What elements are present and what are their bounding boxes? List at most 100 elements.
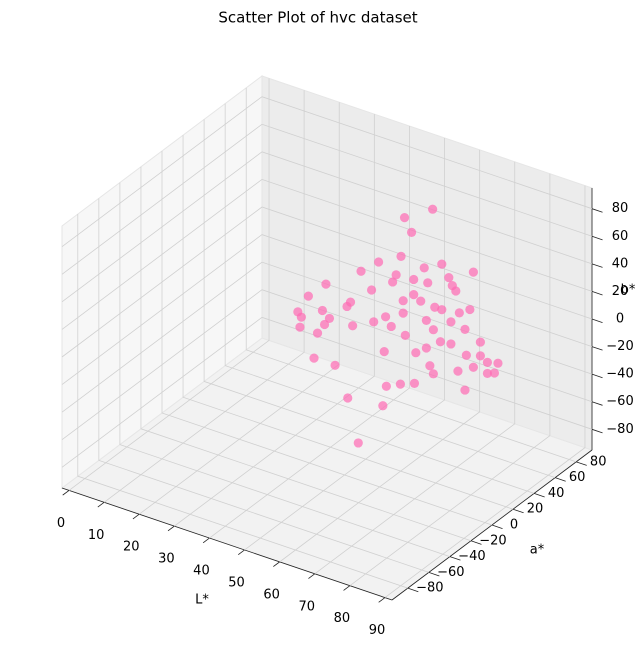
y-tick: [491, 524, 503, 529]
point: [460, 385, 470, 395]
point: [342, 301, 352, 312]
z-tick: [591, 346, 603, 351]
point: [400, 330, 410, 340]
point: [312, 328, 323, 338]
y-tick-label: 60: [569, 470, 586, 485]
point: [295, 322, 305, 332]
labels: 0102030405060708090−80−60−40−20020406080…: [57, 201, 634, 638]
point: [460, 324, 470, 334]
point: [419, 263, 429, 273]
y-grid-line: [245, 87, 577, 463]
point: [482, 368, 493, 379]
point: [343, 393, 353, 403]
x-tick: [237, 549, 245, 556]
point: [395, 379, 406, 389]
x-tick-label: 0: [57, 516, 65, 531]
chart-title: Scatter Plot of hvc dataset: [218, 9, 417, 27]
point: [391, 270, 401, 280]
x-tick-label: 10: [88, 528, 105, 543]
x-grid-line: [244, 137, 445, 551]
x-grid-line: [174, 114, 375, 527]
x-grid-line: [314, 161, 516, 575]
point: [435, 337, 446, 347]
point: [421, 343, 431, 353]
y-grid-line: [119, 182, 451, 557]
x-tick-label: 90: [369, 623, 386, 638]
point: [378, 401, 388, 411]
z-tick-label: 60: [612, 229, 629, 244]
point: [423, 278, 433, 288]
z-grid-line: [61, 178, 593, 330]
z-tick-label: 20: [612, 284, 629, 299]
point: [296, 312, 306, 322]
point: [348, 321, 358, 331]
z-tick: [591, 373, 603, 379]
y-grid-line: [98, 198, 429, 573]
x-tick: [202, 537, 210, 544]
y-tick-label: 0: [510, 518, 518, 533]
point: [446, 339, 456, 349]
x-grid-line: [279, 149, 481, 563]
point: [388, 277, 398, 287]
y-tick-label: −40: [458, 549, 485, 564]
y-grid-line: [182, 135, 514, 510]
z-tick-label: 80: [612, 201, 629, 216]
point: [381, 381, 391, 391]
y-grid-line: [77, 214, 408, 589]
point: [309, 353, 319, 363]
y-tick: [576, 461, 587, 466]
x-tick: [132, 513, 140, 520]
point: [321, 279, 331, 289]
point: [428, 369, 438, 379]
point: [353, 438, 363, 448]
y-tick-label: 20: [527, 502, 544, 517]
point: [409, 274, 419, 285]
point: [475, 337, 486, 347]
z-tick: [591, 401, 603, 406]
point: [317, 305, 328, 316]
z-grid-line: [61, 151, 593, 303]
point: [303, 291, 313, 301]
y-tick: [533, 493, 545, 498]
z-tick-label: 0: [616, 312, 624, 327]
point: [482, 357, 493, 367]
z-tick-label: 40: [612, 256, 629, 271]
z-grid-line: [61, 289, 593, 441]
x-tick-label: 50: [228, 575, 245, 590]
point: [465, 304, 475, 315]
point: [444, 272, 454, 283]
x-tick: [167, 525, 175, 532]
y-tick: [449, 556, 461, 561]
point: [454, 308, 464, 318]
point: [398, 296, 408, 306]
y-tick: [555, 477, 566, 482]
x-grid-line: [384, 185, 586, 598]
point: [386, 321, 396, 332]
x-tick-label: 80: [334, 611, 351, 626]
y-tick-label: −60: [437, 565, 464, 580]
point: [453, 366, 463, 376]
point: [399, 212, 410, 223]
z-grid-line: [61, 96, 593, 248]
grids: [61, 78, 603, 603]
z-grid-line: [61, 123, 593, 275]
x-grid-line: [68, 78, 270, 491]
x-tick-label: 30: [158, 552, 175, 567]
z-grid-line: [61, 316, 593, 468]
point: [437, 305, 447, 315]
point: [425, 361, 435, 371]
point: [428, 325, 438, 335]
y-tick: [512, 508, 524, 514]
y-grid-line: [140, 166, 472, 542]
point: [468, 267, 478, 277]
x-tick: [62, 490, 70, 496]
point: [411, 348, 421, 358]
x-tick-label: 20: [123, 540, 140, 555]
point: [468, 362, 478, 372]
point: [451, 286, 461, 296]
point: [379, 347, 389, 357]
point: [428, 204, 438, 214]
point: [493, 358, 503, 368]
x-tick: [273, 561, 280, 567]
point: [421, 315, 431, 326]
